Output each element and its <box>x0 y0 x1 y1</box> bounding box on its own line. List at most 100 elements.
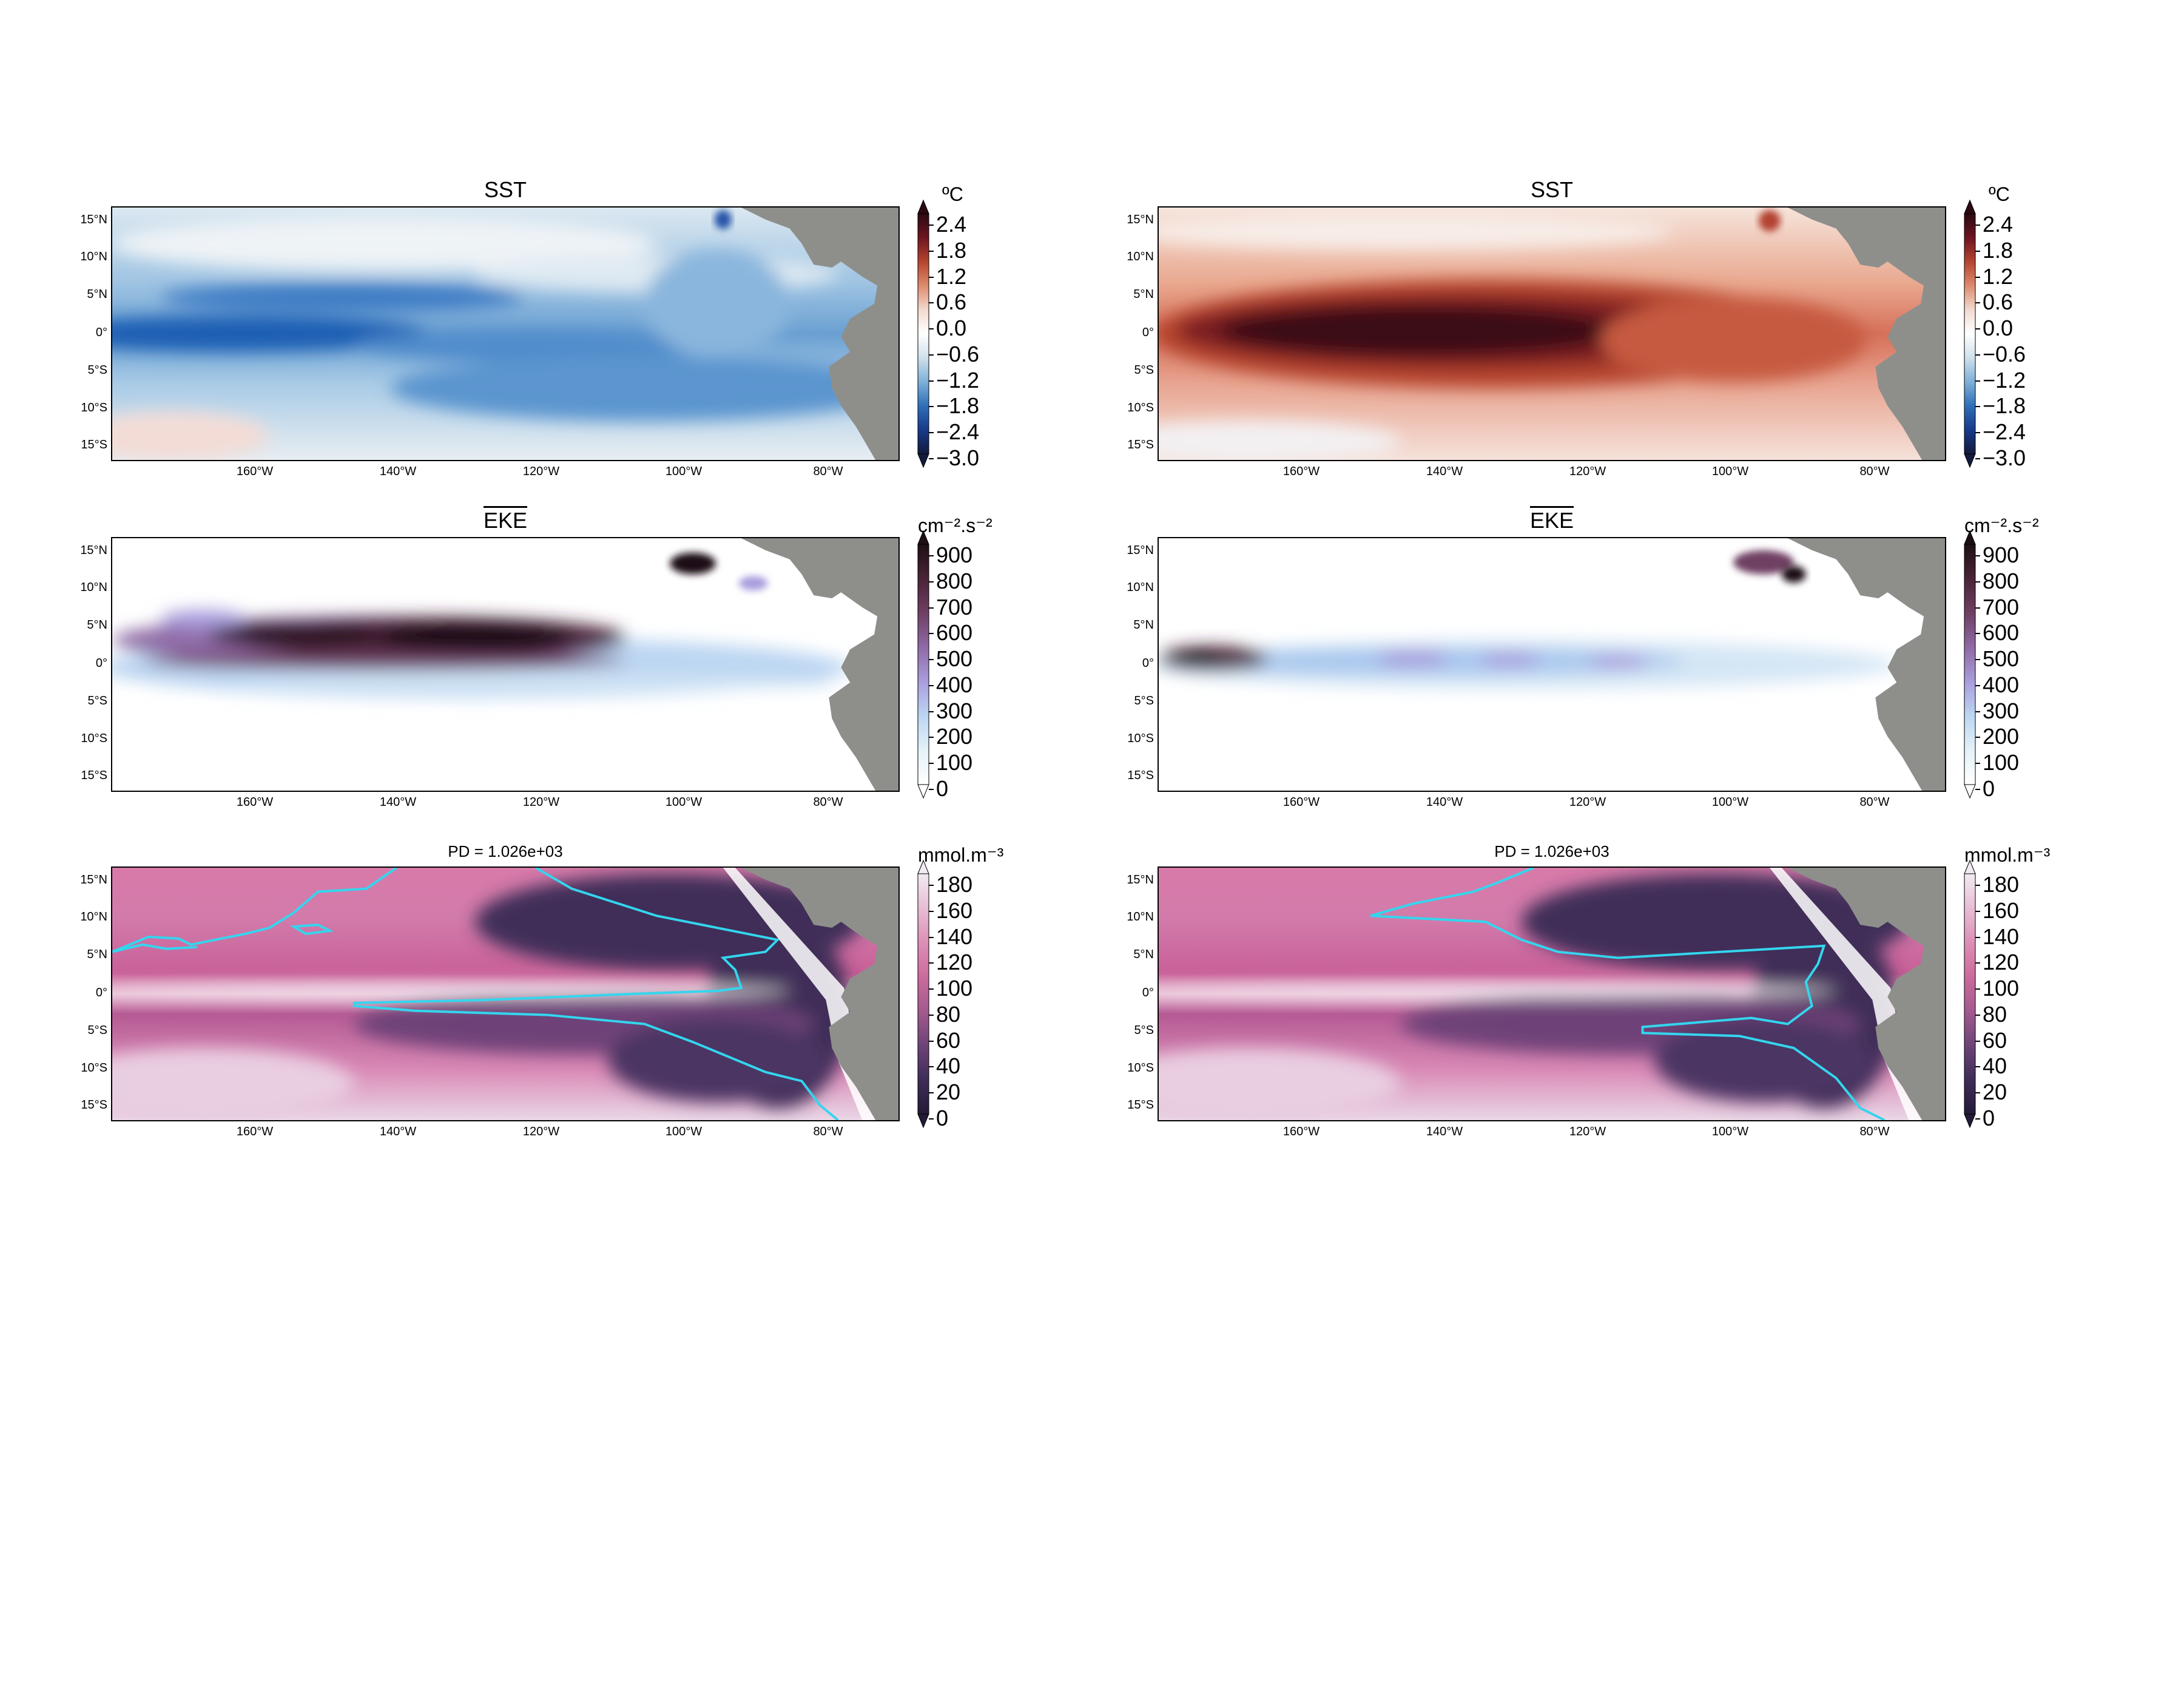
south-america-land <box>741 538 898 791</box>
latitude-tick-label: 10°S <box>1127 732 1154 745</box>
colorbar <box>1964 530 1976 799</box>
panel-title: PD = 1.026e+03 <box>448 842 563 860</box>
latitude-tick-label: 5°N <box>87 948 107 961</box>
longitude-tick-label: 120°W <box>1569 795 1606 809</box>
colorbar-tick-label: 0.6 <box>1983 289 2014 315</box>
colorbar-tick-label: −1.8 <box>1983 393 2026 419</box>
colorbar-tick-label: 400 <box>936 672 973 697</box>
panel-title: SST <box>1530 177 1573 202</box>
colorbar-tick-label: −3.0 <box>1983 445 2026 470</box>
map-panel-o2-right: PD = 1.026e+03 15°N 10°N 5°N 0° 5°S 10°S 15°S 1… <box>1127 842 2068 1170</box>
longitude-tick-label: 80°W <box>1859 1125 1890 1138</box>
longitude-tick-label: 160°W <box>1282 1125 1320 1138</box>
latitude-tick-label: 10°N <box>80 250 107 263</box>
colorbar-tick-label: 900 <box>1983 542 2020 567</box>
south-america-land <box>1787 208 1945 460</box>
latitude-tick-label: 10°N <box>1127 250 1154 263</box>
colorbar-tick-label: −2.4 <box>1983 419 2026 445</box>
latitude-tick-label: 5°S <box>1134 694 1154 708</box>
map-panel-eke-right: EKE 15°N 10°N 5°N 0° 5°S 10°S 15°S 160°W 140°W 12… <box>1127 508 2068 840</box>
latitude-tick-label: 10°N <box>80 581 107 594</box>
colorbar-tick-label: 1.8 <box>1983 237 2014 263</box>
colorbar-tick-label: 900 <box>936 542 973 567</box>
longitude-tick-label: 140°W <box>379 1125 417 1138</box>
colorbar-tick-label: 800 <box>936 568 973 593</box>
latitude-tick-label: 15°N <box>80 873 107 887</box>
colorbar-tick-label: 0.0 <box>936 316 967 341</box>
longitude-tick-label: 120°W <box>1569 1125 1606 1138</box>
map-panel-o2-left: PD = 1.026e+03 15°N 10°N 5°N 0° 5°S 10°S 15°S 1… <box>80 842 1021 1170</box>
colorbar <box>1964 199 1976 468</box>
longitude-tick-label: 160°W <box>236 465 274 478</box>
map-field <box>111 866 900 1121</box>
colorbar-tick-label: 500 <box>936 646 973 672</box>
longitude-tick-label: 160°W <box>236 795 274 809</box>
colorbar-tick-label: −2.4 <box>936 419 980 445</box>
colorbar-tick-label: 120 <box>1983 950 2020 975</box>
colorbar-tick-label: 600 <box>1983 620 2020 646</box>
colorbar-tick-label: −1.2 <box>1983 367 2026 393</box>
latitude-tick-label: 0° <box>95 657 107 670</box>
colorbar-tick-label: 20 <box>936 1079 961 1105</box>
longitude-tick-label: 80°W <box>1859 795 1890 809</box>
latitude-tick-label: 5°N <box>1133 288 1154 301</box>
longitude-tick-label: 100°W <box>665 1125 703 1138</box>
colorbar-tick-label: 0.0 <box>1983 316 2014 341</box>
latitude-tick-label: 0° <box>1142 326 1154 339</box>
longitude-tick-label: 100°W <box>1711 795 1749 809</box>
latitude-tick-label: 15°S <box>81 769 107 782</box>
longitude-tick-label: 160°W <box>1282 465 1320 478</box>
colorbar-tick-label: 0 <box>1983 776 1995 801</box>
colorbar-tick-label: 600 <box>936 620 973 646</box>
colorbar-tick-label: 180 <box>936 872 973 897</box>
latitude-tick-label: 0° <box>1142 986 1154 999</box>
latitude-tick-label: 15°N <box>1127 544 1154 557</box>
map-panel-sst-right: SST 15°N 10°N 5°N 0° 5°S 10°S 15°S 160°W 140°W 12… <box>1127 177 2068 510</box>
colorbar-tick-label: 20 <box>1983 1079 2007 1105</box>
colorbar-tick-label: 0.6 <box>936 289 967 315</box>
colorbar-unit: ºC <box>1989 183 2010 205</box>
map-field <box>1158 537 1946 792</box>
latitude-tick-label: 15°N <box>80 544 107 557</box>
latitude-tick-label: 10°S <box>81 401 107 414</box>
colorbar-tick-label: 40 <box>1983 1053 2007 1079</box>
colorbar-tick-label: 800 <box>1983 568 2020 593</box>
longitude-tick-label: 140°W <box>379 795 417 809</box>
oxygen-contour-line <box>112 868 839 1120</box>
colorbar-tick-label: 300 <box>936 698 973 723</box>
latitude-tick-label: 10°S <box>81 1061 107 1075</box>
colorbar-tick-label: 0 <box>936 1106 949 1130</box>
colorbar-tick-label: 200 <box>936 724 973 749</box>
south-america-land <box>1787 868 1945 1120</box>
colorbar-tick-label: 500 <box>1983 646 2020 672</box>
latitude-tick-label: 0° <box>1142 657 1154 670</box>
latitude-tick-label: 5°S <box>87 363 107 377</box>
colorbar-tick-label: 1.2 <box>1983 263 2014 289</box>
colorbar <box>917 199 929 468</box>
latitude-tick-label: 15°N <box>1127 873 1154 887</box>
colorbar-tick-label: 60 <box>1983 1027 2007 1053</box>
longitude-tick-label: 140°W <box>1426 465 1463 478</box>
colorbar-tick-label: 2.4 <box>936 212 967 237</box>
latitude-tick-label: 10°S <box>81 732 107 745</box>
colorbar-tick-label: 2.4 <box>1983 212 2014 237</box>
longitude-tick-label: 120°W <box>522 465 560 478</box>
latitude-tick-label: 5°N <box>1133 948 1154 961</box>
colorbar <box>917 530 929 799</box>
colorbar-tick-label: 700 <box>936 594 973 620</box>
colorbar-tick-label: 100 <box>936 976 973 1001</box>
latitude-tick-label: 10°S <box>1127 1061 1154 1075</box>
longitude-tick-label: 80°W <box>813 465 843 478</box>
panel-title: EKE <box>1529 508 1574 533</box>
latitude-tick-label: 15°S <box>1127 1098 1154 1112</box>
longitude-tick-label: 160°W <box>236 1125 274 1138</box>
latitude-tick-label: 0° <box>95 326 107 339</box>
oxygen-contour-line <box>1370 868 1886 1120</box>
latitude-tick-label: 15°S <box>81 1098 107 1112</box>
latitude-tick-label: 0° <box>95 986 107 999</box>
map-field <box>111 206 900 461</box>
map-panel-eke-left: EKE 15°N 10°N 5°N 0° 5°S 10°S 15°S 160°W 140°W 12… <box>80 508 1021 840</box>
latitude-tick-label: 10°N <box>1127 581 1154 594</box>
latitude-tick-label: 10°N <box>1127 910 1154 924</box>
longitude-tick-label: 120°W <box>522 795 560 809</box>
